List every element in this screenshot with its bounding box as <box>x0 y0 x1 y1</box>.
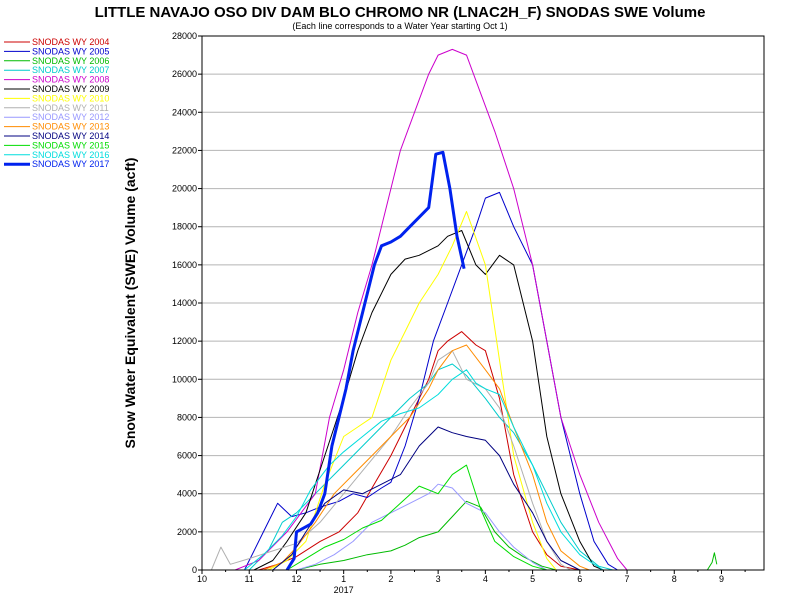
x-tick-label: 2 <box>388 574 393 584</box>
legend-entry: SNODAS WY 2004 <box>32 37 109 47</box>
legend-entry: SNODAS WY 2009 <box>32 84 109 94</box>
x-year-label: 2017 <box>334 585 354 595</box>
x-tick-label: 10 <box>197 574 207 584</box>
x-tick-label: 1 <box>341 574 346 584</box>
x-tick-label: 4 <box>483 574 488 584</box>
legend-entry: SNODAS WY 2015 <box>32 140 109 150</box>
y-tick-label: 14000 <box>172 298 197 308</box>
legend-entry: SNODAS WY 2016 <box>32 150 109 160</box>
y-axis: 0 2000 4000 6000 8000 10000 12000 14000 16000 180… <box>172 31 202 575</box>
chart-title: LITTLE NAVAJO OSO DIV DAM BLO CHROMO NR … <box>95 4 706 21</box>
legend-entry: SNODAS WY 2008 <box>32 75 109 85</box>
y-tick-label: 24000 <box>172 107 197 117</box>
y-tick-label: 26000 <box>172 69 197 79</box>
x-tick-label: 5 <box>530 574 535 584</box>
legend-entry: SNODAS WY 2017 <box>32 159 109 169</box>
legend-entry: SNODAS WY 2005 <box>32 46 109 56</box>
series-line-10 <box>263 344 590 571</box>
x-tick-label: 7 <box>625 574 630 584</box>
series-line-3 <box>296 500 718 571</box>
x-tick-label: 12 <box>291 574 301 584</box>
series-line-4 <box>248 363 614 571</box>
series-line-5 <box>234 48 628 571</box>
y-tick-label: 28000 <box>172 31 197 41</box>
series-line-8 <box>210 350 571 571</box>
y-tick-label: 2000 <box>177 527 197 537</box>
y-tick-label: 6000 <box>177 451 197 461</box>
y-tick-label: 8000 <box>177 412 197 422</box>
y-tick-label: 10000 <box>172 374 197 384</box>
y-tick-label: 12000 <box>172 336 197 346</box>
x-tick-label: 8 <box>672 574 677 584</box>
series-line-6 <box>253 230 604 571</box>
y-tick-label: 4000 <box>177 489 197 499</box>
legend-entry: SNODAS WY 2006 <box>32 56 109 66</box>
legend-entry: SNODAS WY 2014 <box>32 131 109 141</box>
y-tick-label: 20000 <box>172 184 197 194</box>
y-tick-label: 0 <box>192 565 197 575</box>
series-line-11 <box>272 426 581 571</box>
series-line-13 <box>244 369 604 571</box>
legend-entry: SNODAS WY 2011 <box>32 103 109 113</box>
x-tick-label: 6 <box>577 574 582 584</box>
series-line-12 <box>286 464 547 571</box>
chart-subtitle: (Each line corresponds to a Water Year s… <box>292 21 507 31</box>
grid <box>202 73 764 533</box>
series-line-1 <box>258 331 580 571</box>
y-tick-label: 22000 <box>172 145 197 155</box>
x-tick-label: 3 <box>436 574 441 584</box>
x-tick-label: 9 <box>719 574 724 584</box>
y-axis-label: Snow Water Equivalent (SWE) Volume (acft… <box>122 158 138 449</box>
series-line-14 <box>285 150 466 571</box>
legend-entry: SNODAS WY 2013 <box>32 122 109 132</box>
x-tick-label: 11 <box>245 574 254 584</box>
legend-entry: SNODAS WY 2012 <box>32 112 109 122</box>
y-tick-label: 16000 <box>172 260 197 270</box>
legend-entry: SNODAS WY 2010 <box>32 93 109 103</box>
series-group <box>210 48 718 571</box>
series-line-9 <box>296 483 548 571</box>
y-tick-label: 18000 <box>172 222 197 232</box>
legend-entry: SNODAS WY 2007 <box>32 65 109 75</box>
